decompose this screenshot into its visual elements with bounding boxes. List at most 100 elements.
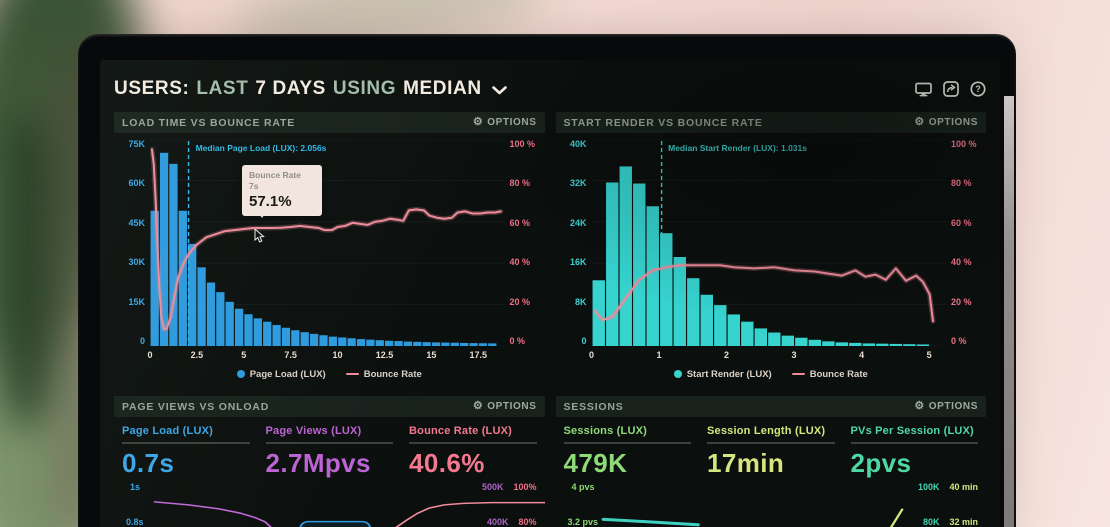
bar[interactable] <box>767 332 781 346</box>
bar[interactable] <box>889 343 902 346</box>
bar[interactable] <box>902 344 916 346</box>
options-button[interactable]: ⚙ OPTIONS <box>472 116 537 129</box>
load-time-chart[interactable]: 75K 60K 45K 30K 15K 0 Median Page Load (LUX):… <box>114 139 545 346</box>
legend-item[interactable]: Bounce Rate <box>791 369 868 380</box>
bar[interactable] <box>225 301 234 346</box>
bar[interactable] <box>413 341 422 346</box>
legend-item[interactable]: Bounce Rate <box>345 369 422 380</box>
chart-plot[interactable]: Median Start Render (LUX): 1.031s <box>591 139 946 346</box>
y-axis-tick: 100 % <box>509 139 536 149</box>
bar[interactable] <box>460 342 469 346</box>
bounce-rate-line[interactable] <box>593 264 934 323</box>
bar[interactable] <box>253 318 262 346</box>
bar[interactable] <box>291 330 300 346</box>
bar[interactable] <box>385 340 394 346</box>
bar[interactable] <box>781 335 794 346</box>
bar[interactable] <box>319 335 328 346</box>
bar[interactable] <box>632 183 645 346</box>
x-axis: 0 1 2 3 4 5 <box>588 349 947 365</box>
bar[interactable] <box>862 343 875 346</box>
bounce-rate-line[interactable] <box>395 501 545 527</box>
bar[interactable] <box>740 321 754 346</box>
bar[interactable] <box>422 342 431 346</box>
bar[interactable] <box>469 343 478 346</box>
bar[interactable] <box>848 342 862 346</box>
bar[interactable] <box>713 305 726 346</box>
bar[interactable] <box>808 339 821 346</box>
bar[interactable] <box>281 327 291 346</box>
y-axis-tick: 75K <box>128 139 145 149</box>
bar[interactable] <box>178 210 187 346</box>
bar[interactable] <box>875 343 889 346</box>
chart-canvas <box>153 501 545 527</box>
bar[interactable] <box>169 163 178 346</box>
help-icon[interactable]: ? <box>969 81 986 98</box>
session-length-line[interactable] <box>889 508 903 527</box>
chart-plot[interactable]: Median Page Load (LUX): 2.056s Bounce Ra… <box>150 139 505 346</box>
right-axis-ticks: 100K 40 min <box>918 482 978 492</box>
bar[interactable] <box>272 325 281 346</box>
bar[interactable] <box>835 342 848 346</box>
x-axis-tick: 0 <box>147 350 153 360</box>
bar[interactable] <box>234 308 244 346</box>
bar[interactable] <box>300 332 309 346</box>
bar[interactable] <box>403 341 413 346</box>
bar[interactable] <box>646 206 659 346</box>
bar[interactable] <box>263 321 272 346</box>
display-icon[interactable] <box>915 81 932 98</box>
bar[interactable] <box>794 337 808 346</box>
bar[interactable] <box>159 152 169 346</box>
options-button[interactable]: ⚙ OPTIONS <box>472 400 537 413</box>
bar[interactable] <box>394 341 403 346</box>
bar[interactable] <box>375 340 384 346</box>
y-axis-tick: 80% <box>518 517 537 527</box>
options-button[interactable]: ⚙ OPTIONS <box>914 116 978 129</box>
bar[interactable] <box>309 333 319 346</box>
legend-item[interactable]: Start Render (LUX) <box>673 369 772 380</box>
bar[interactable] <box>478 343 488 346</box>
bar[interactable] <box>727 314 740 346</box>
bar[interactable] <box>338 337 347 346</box>
bar[interactable] <box>441 342 450 346</box>
bar[interactable] <box>592 280 605 346</box>
bar[interactable] <box>700 294 713 346</box>
bar[interactable] <box>197 267 206 346</box>
bar[interactable] <box>216 292 225 346</box>
bar[interactable] <box>366 339 375 346</box>
bar[interactable] <box>150 210 159 346</box>
tooltip: Bounce Rate 7s 57.1% <box>242 165 322 219</box>
bar[interactable] <box>686 278 699 346</box>
share-icon[interactable] <box>942 81 959 98</box>
bar[interactable] <box>916 344 929 346</box>
metric-value: 17min <box>707 448 785 478</box>
bounce-rate-line[interactable] <box>150 148 502 331</box>
y-axis-tick: 60K <box>128 178 145 189</box>
bar[interactable] <box>821 341 835 346</box>
bar[interactable] <box>488 343 497 346</box>
bar[interactable] <box>328 336 338 346</box>
x-axis-tick: 0 <box>588 350 595 360</box>
bar[interactable] <box>619 166 632 346</box>
bar[interactable] <box>347 338 356 346</box>
page-load-line[interactable] <box>153 501 272 527</box>
bar[interactable] <box>673 256 686 346</box>
bar[interactable] <box>188 243 197 346</box>
sessions-chart[interactable]: 3.2 pvs 80K 32 min <box>556 495 987 527</box>
bar[interactable] <box>605 182 618 346</box>
bar[interactable] <box>356 339 366 346</box>
bar[interactable] <box>244 314 253 346</box>
bar[interactable] <box>206 282 216 346</box>
bar[interactable] <box>659 233 672 346</box>
chevron-down-icon[interactable] <box>491 85 507 95</box>
sessions-line[interactable] <box>601 517 700 527</box>
legend-item[interactable]: Page Load (LUX) <box>236 369 326 380</box>
options-button[interactable]: ⚙ OPTIONS <box>914 400 978 413</box>
start-render-chart[interactable]: 40K 32K 24K 16K 8K 0 Median Start Render (LUX… <box>556 139 987 346</box>
page-views-chart[interactable]: 0.8s 400K 80% <box>114 495 545 527</box>
title-segment: USING <box>332 78 397 99</box>
legend-line-marker <box>791 372 805 376</box>
bar[interactable] <box>450 342 459 346</box>
bar[interactable] <box>754 328 767 346</box>
metric-value: 0.7s <box>122 448 175 478</box>
bar[interactable] <box>431 342 441 346</box>
